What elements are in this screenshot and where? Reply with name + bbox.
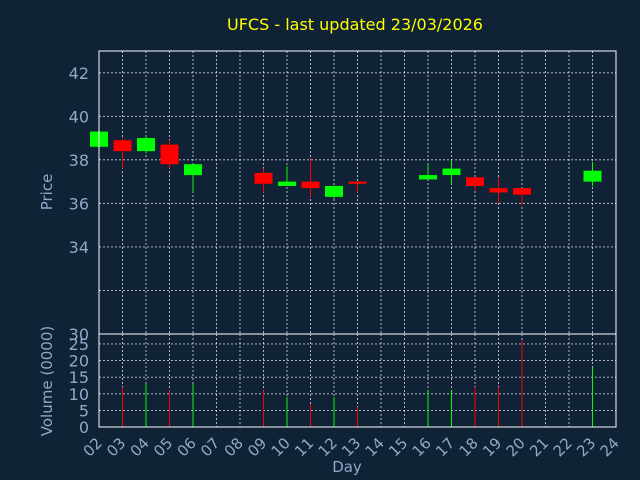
candle-body — [301, 181, 320, 189]
x-tick-label: 02 — [80, 434, 106, 460]
x-ticks: 0203040506070809101112131415161718192021… — [80, 434, 623, 460]
price-tick-label: 36 — [69, 194, 89, 213]
candles — [90, 131, 602, 206]
x-tick-label: 09 — [244, 434, 270, 460]
candle — [489, 177, 508, 204]
price-tick-label: 40 — [69, 107, 89, 126]
x-tick-label: 21 — [526, 434, 552, 460]
x-tick-label: 24 — [597, 434, 623, 460]
x-tick-label: 18 — [456, 434, 482, 460]
price-tick-label: 34 — [69, 238, 89, 257]
x-tick-label: 12 — [315, 434, 341, 460]
candle-body — [137, 138, 155, 152]
x-tick-label: 16 — [409, 434, 435, 460]
x-tick-label: 13 — [338, 434, 364, 460]
x-tick-label: 04 — [127, 434, 153, 460]
chart-title: UFCS - last updated 23/03/2026 — [227, 15, 483, 34]
candle-body — [278, 181, 296, 186]
candle-body — [348, 181, 367, 184]
x-tick-label: 06 — [174, 434, 200, 460]
price-tick-label: 38 — [69, 151, 89, 170]
volume-tick-label: 20 — [69, 352, 89, 371]
candle — [278, 166, 296, 186]
candle — [160, 140, 179, 169]
volume-tick-label: 10 — [69, 385, 89, 404]
price-tick-label: 30 — [69, 325, 89, 344]
x-tick-label: 14 — [362, 434, 388, 460]
x-tick-label: 07 — [197, 434, 223, 460]
candle — [513, 188, 531, 206]
candle-body — [184, 164, 202, 176]
candle — [301, 157, 320, 197]
volume-tick-label: 0 — [79, 418, 89, 437]
candle — [325, 185, 343, 200]
x-tick-label: 22 — [550, 434, 576, 460]
candle-body — [325, 185, 343, 197]
price-tick-label: 42 — [69, 64, 89, 83]
candle — [348, 181, 367, 193]
candle — [113, 138, 132, 169]
price-axis-label: Price — [38, 174, 56, 211]
candle — [419, 164, 437, 180]
x-tick-label: 11 — [291, 434, 317, 460]
x-tick-label: 10 — [268, 434, 294, 460]
x-tick-label: 08 — [221, 434, 247, 460]
candle — [583, 162, 602, 186]
candle-body — [419, 175, 437, 180]
candle-body — [513, 188, 531, 195]
candle — [466, 177, 484, 191]
x-tick-label: 20 — [503, 434, 529, 460]
candle — [137, 135, 155, 154]
candle-body — [466, 177, 484, 186]
x-tick-label: 05 — [150, 434, 176, 460]
volume-axis-label: Volume (0000) — [38, 326, 56, 436]
volume-tick-label: 5 — [79, 401, 89, 420]
volume-tick-label: 15 — [69, 368, 89, 387]
x-tick-label: 17 — [432, 434, 458, 460]
candle-body — [442, 168, 461, 176]
x-axis-label: Day — [332, 458, 362, 476]
x-tick-label: 23 — [573, 434, 599, 460]
volume-frame — [98, 333, 617, 428]
candle-body — [160, 144, 179, 165]
candle — [184, 164, 202, 193]
volume-tick-label: 25 — [69, 335, 89, 354]
x-tick-label: 15 — [385, 434, 411, 460]
candle-body — [254, 172, 273, 184]
candle — [442, 159, 461, 184]
price-y-ticks: 30 34 36 38 40 42 — [69, 64, 89, 344]
x-tick-label: 03 — [103, 434, 129, 460]
candle — [254, 168, 273, 193]
candle-body — [113, 140, 132, 152]
x-tick-label: 19 — [479, 434, 505, 460]
volume-bars — [122, 340, 593, 427]
candle-body — [489, 188, 508, 193]
candle-body — [583, 170, 602, 182]
